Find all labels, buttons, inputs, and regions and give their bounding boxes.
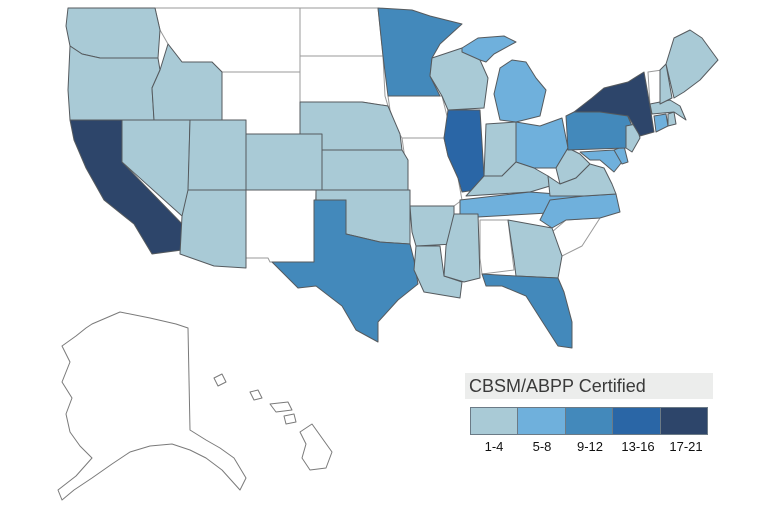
- state-north-dakota: [299, 7, 384, 57]
- hawaii-islands: [269, 401, 293, 413]
- state-colorado: [245, 133, 323, 191]
- legend-title: CBSM/ABPP Certified: [465, 373, 713, 399]
- state-michigan: [461, 35, 517, 63]
- legend-swatch-5-8: [517, 408, 565, 434]
- state-michigan-lower: [493, 59, 547, 123]
- legend-label: 9-12: [576, 439, 604, 454]
- state-pennsylvania: [565, 111, 633, 151]
- state-washington: [65, 7, 161, 59]
- state-louisiana: [413, 245, 463, 299]
- legend-labels: 1-4 5-8 9-12 13-16 17-21: [470, 439, 710, 454]
- hawaii-islands: [249, 389, 263, 401]
- state-arkansas: [409, 205, 455, 247]
- state-rhode-island: [667, 111, 677, 127]
- legend-label: 17-21: [669, 439, 703, 454]
- state-kansas: [321, 149, 409, 191]
- state-utah: [187, 119, 247, 191]
- legend-swatch-1-4: [471, 408, 518, 434]
- state-south-dakota: [299, 55, 389, 107]
- state-florida: [481, 273, 573, 349]
- state-texas: [271, 199, 419, 343]
- legend-swatch-13-16: [612, 408, 660, 434]
- state-idaho: [151, 43, 223, 121]
- state-arizona: [179, 189, 247, 269]
- state-new-hampshire: [659, 63, 673, 105]
- state-virginia: [547, 163, 617, 197]
- state-kentucky: [465, 161, 551, 197]
- state-connecticut: [653, 113, 669, 133]
- legend-swatch-9-12: [564, 408, 613, 434]
- hawaii-islands: [213, 373, 227, 387]
- state-georgia: [507, 219, 563, 279]
- state-maine: [665, 29, 719, 99]
- legend-swatch-17-21: [659, 408, 708, 434]
- state-illinois: [443, 109, 485, 193]
- legend-label: 13-16: [621, 439, 655, 454]
- state-hawaii: [299, 423, 333, 471]
- hawaii-islands: [283, 413, 297, 425]
- state-new-mexico: [245, 189, 317, 263]
- state-alaska: [57, 311, 247, 501]
- legend-label: 5-8: [532, 439, 552, 454]
- state-alabama: [479, 219, 515, 275]
- legend-label: 1-4: [484, 439, 504, 454]
- legend-color-scale: [470, 407, 708, 435]
- state-mississippi: [443, 213, 481, 283]
- state-massachusetts: [649, 99, 687, 121]
